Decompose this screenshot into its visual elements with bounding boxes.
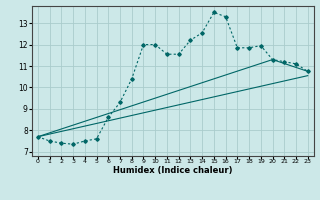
X-axis label: Humidex (Indice chaleur): Humidex (Indice chaleur) xyxy=(113,166,233,175)
